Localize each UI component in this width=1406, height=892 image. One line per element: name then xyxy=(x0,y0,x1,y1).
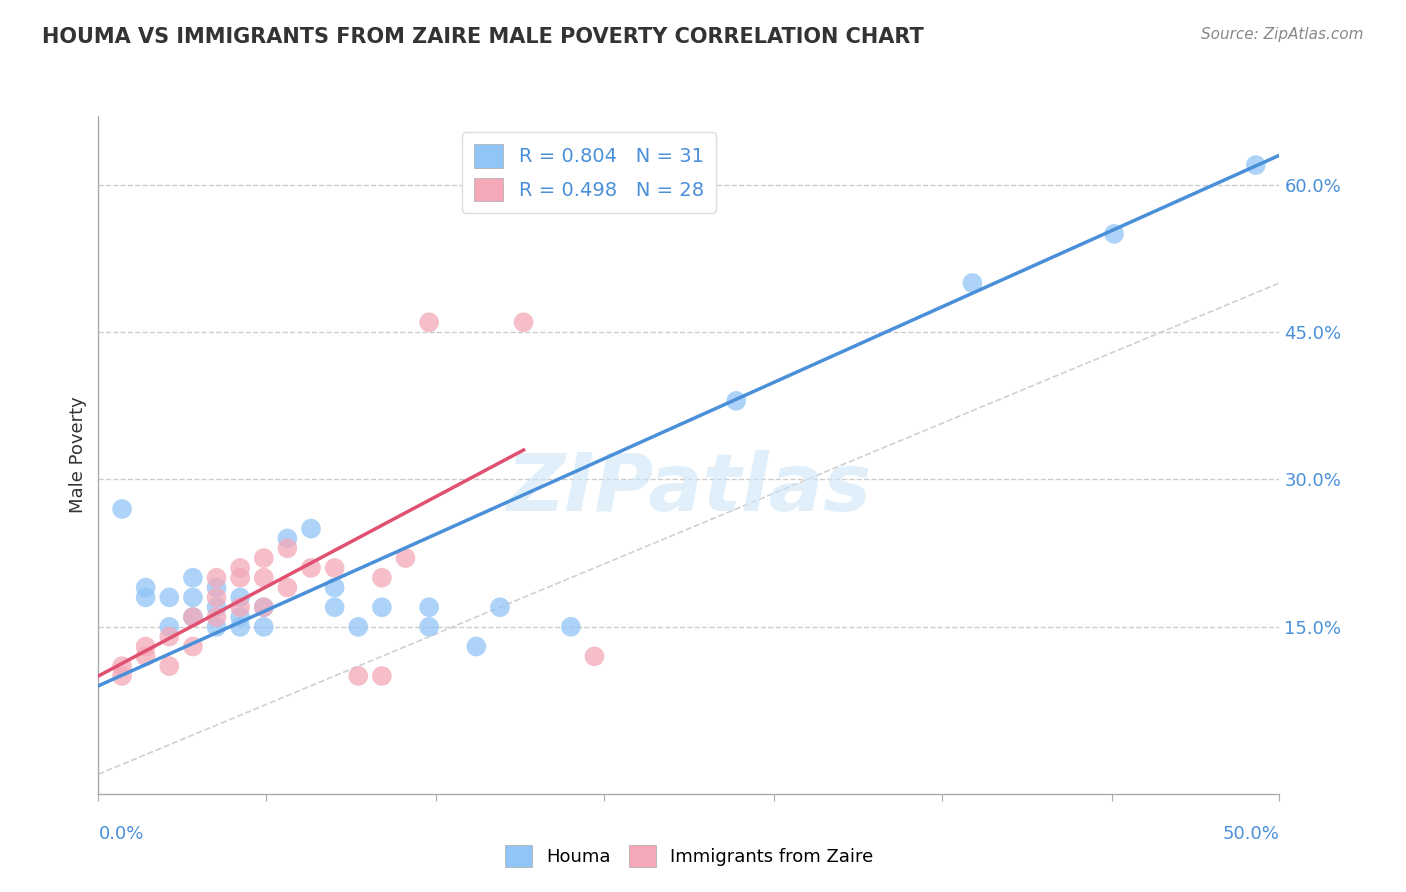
Text: Source: ZipAtlas.com: Source: ZipAtlas.com xyxy=(1201,27,1364,42)
Point xyxy=(489,600,512,615)
Point xyxy=(111,502,134,516)
Point xyxy=(465,640,488,654)
Point xyxy=(111,659,134,673)
Point xyxy=(371,571,394,585)
Point xyxy=(157,620,180,634)
Point xyxy=(323,600,346,615)
Y-axis label: Male Poverty: Male Poverty xyxy=(69,397,87,513)
Legend: R = 0.804   N = 31, R = 0.498   N = 28: R = 0.804 N = 31, R = 0.498 N = 28 xyxy=(463,132,716,213)
Point xyxy=(229,591,252,605)
Point xyxy=(1102,227,1125,241)
Point xyxy=(299,561,322,575)
Point xyxy=(253,600,276,615)
Legend: Houma, Immigrants from Zaire: Houma, Immigrants from Zaire xyxy=(498,838,880,874)
Point xyxy=(371,669,394,683)
Point xyxy=(253,571,276,585)
Point xyxy=(962,276,984,290)
Point xyxy=(181,571,204,585)
Point xyxy=(157,591,180,605)
Point xyxy=(181,610,204,624)
Point xyxy=(253,600,276,615)
Text: ZIPatlas: ZIPatlas xyxy=(506,450,872,528)
Point xyxy=(560,620,582,634)
Point xyxy=(205,600,228,615)
Point xyxy=(135,649,157,664)
Point xyxy=(583,649,606,664)
Point xyxy=(205,620,228,634)
Point xyxy=(135,640,157,654)
Point xyxy=(181,610,204,624)
Point xyxy=(299,522,322,536)
Point xyxy=(371,600,394,615)
Point xyxy=(323,581,346,595)
Point xyxy=(1244,158,1267,172)
Point xyxy=(418,620,440,634)
Point xyxy=(253,551,276,566)
Point xyxy=(205,610,228,624)
Point xyxy=(418,315,440,329)
Point xyxy=(135,581,157,595)
Point xyxy=(205,591,228,605)
Point xyxy=(205,581,228,595)
Point xyxy=(157,659,180,673)
Point xyxy=(229,561,252,575)
Point xyxy=(205,571,228,585)
Point xyxy=(135,591,157,605)
Point xyxy=(394,551,416,566)
Point xyxy=(229,610,252,624)
Point xyxy=(181,640,204,654)
Point xyxy=(725,393,748,408)
Point xyxy=(512,315,534,329)
Text: 0.0%: 0.0% xyxy=(98,825,143,843)
Point xyxy=(229,600,252,615)
Point xyxy=(181,591,204,605)
Point xyxy=(229,620,252,634)
Text: 50.0%: 50.0% xyxy=(1223,825,1279,843)
Point xyxy=(276,541,298,556)
Point xyxy=(418,600,440,615)
Point xyxy=(347,669,370,683)
Point xyxy=(276,581,298,595)
Point xyxy=(276,532,298,546)
Point xyxy=(347,620,370,634)
Text: HOUMA VS IMMIGRANTS FROM ZAIRE MALE POVERTY CORRELATION CHART: HOUMA VS IMMIGRANTS FROM ZAIRE MALE POVE… xyxy=(42,27,924,46)
Point xyxy=(111,669,134,683)
Point xyxy=(253,620,276,634)
Point xyxy=(157,630,180,644)
Point xyxy=(229,571,252,585)
Point xyxy=(323,561,346,575)
